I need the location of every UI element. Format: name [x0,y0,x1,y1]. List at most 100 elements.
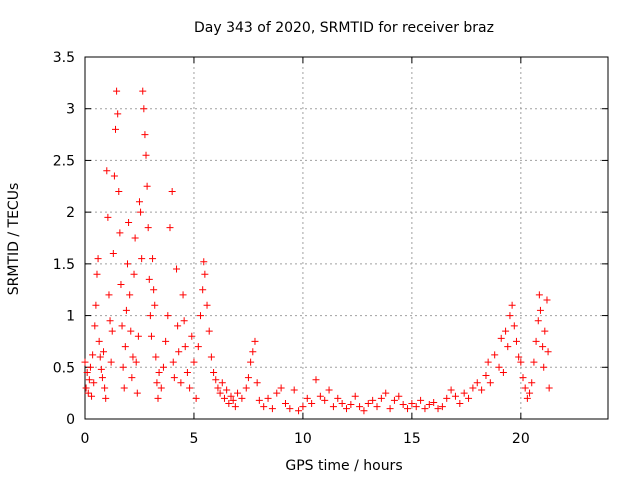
data-point [408,399,416,407]
data-point [451,392,459,400]
data-point [192,394,200,402]
chart-title: Day 343 of 2020, SRMTID for receiver bra… [194,20,494,36]
data-point [102,394,110,402]
data-point [308,399,316,407]
data-point [417,396,425,404]
data-point [132,358,140,366]
data-point [100,348,108,356]
data-point [249,348,257,356]
data-point [425,401,433,409]
data-point [95,337,103,345]
data-point [373,403,381,411]
data-point [299,403,307,411]
data-point [150,286,158,294]
data-point [175,348,183,356]
data-point [497,334,505,342]
data-point [334,394,342,402]
data-point [194,343,202,351]
data-point [188,332,196,340]
data-point [149,255,157,263]
data-point [216,389,224,397]
data-point [512,337,520,345]
data-point [504,343,512,351]
data-point [106,317,114,325]
data-point [244,374,252,382]
data-point [155,368,163,376]
data-point [465,394,473,402]
x-tick-label: 10 [294,431,312,447]
data-point [536,306,544,314]
data-point [360,407,368,415]
data-point [89,351,97,359]
data-point [147,332,155,340]
data-point [534,317,542,325]
y-tick-label: 1 [66,309,75,325]
data-point [179,291,187,299]
data-point [126,291,134,299]
data-point [135,198,143,206]
data-point [295,407,303,415]
data-point [321,396,329,404]
data-point [229,396,237,404]
data-point [225,399,233,407]
data-point [532,337,540,345]
data-point [535,291,543,299]
x-tick-label: 20 [512,431,530,447]
data-point [164,312,172,320]
scatter-series [81,87,553,415]
data-point [460,389,468,397]
x-tick-label: 15 [403,431,421,447]
data-point [93,270,101,278]
data-point [122,306,130,314]
data-point [196,312,204,320]
data-point [94,255,102,263]
data-point [139,87,147,95]
data-point [181,343,189,351]
plot-frame [84,56,609,420]
data-point [109,250,117,258]
y-tick-label: 2.5 [53,153,75,169]
data-point [390,396,398,404]
data-point [119,363,127,371]
data-point [486,379,494,387]
y-tick-label: 0.5 [53,360,75,376]
data-point [121,343,129,351]
data-point [290,386,298,394]
data-point [143,182,151,190]
data-point [377,394,385,402]
data-point [82,384,90,392]
data-point [157,384,165,392]
data-point [133,389,141,397]
data-point [154,394,162,402]
data-point [113,87,121,95]
y-tick-label: 0 [66,412,75,428]
data-point [502,327,510,335]
data-point [510,322,518,330]
data-point [386,405,394,413]
data-point [286,405,294,413]
data-point [273,389,281,397]
data-point [210,368,218,376]
data-point [166,224,174,232]
data-point [218,379,226,387]
data-point [170,374,178,382]
data-point [447,386,455,394]
x-axis: 0 5 10 15 20 [81,57,530,447]
data-point [103,167,111,175]
data-point [112,125,120,133]
data-point [101,384,109,392]
data-point [96,353,104,361]
data-point [478,386,486,394]
data-point [152,353,160,361]
data-point [399,401,407,409]
data-point [141,131,149,139]
data-point [105,291,113,299]
data-point [212,376,220,384]
data-point [190,358,198,366]
y-tick-label: 3 [66,102,75,118]
data-point [430,398,438,406]
data-point [127,327,135,335]
data-point [469,384,477,392]
data-point [499,368,507,376]
data-point [251,337,259,345]
